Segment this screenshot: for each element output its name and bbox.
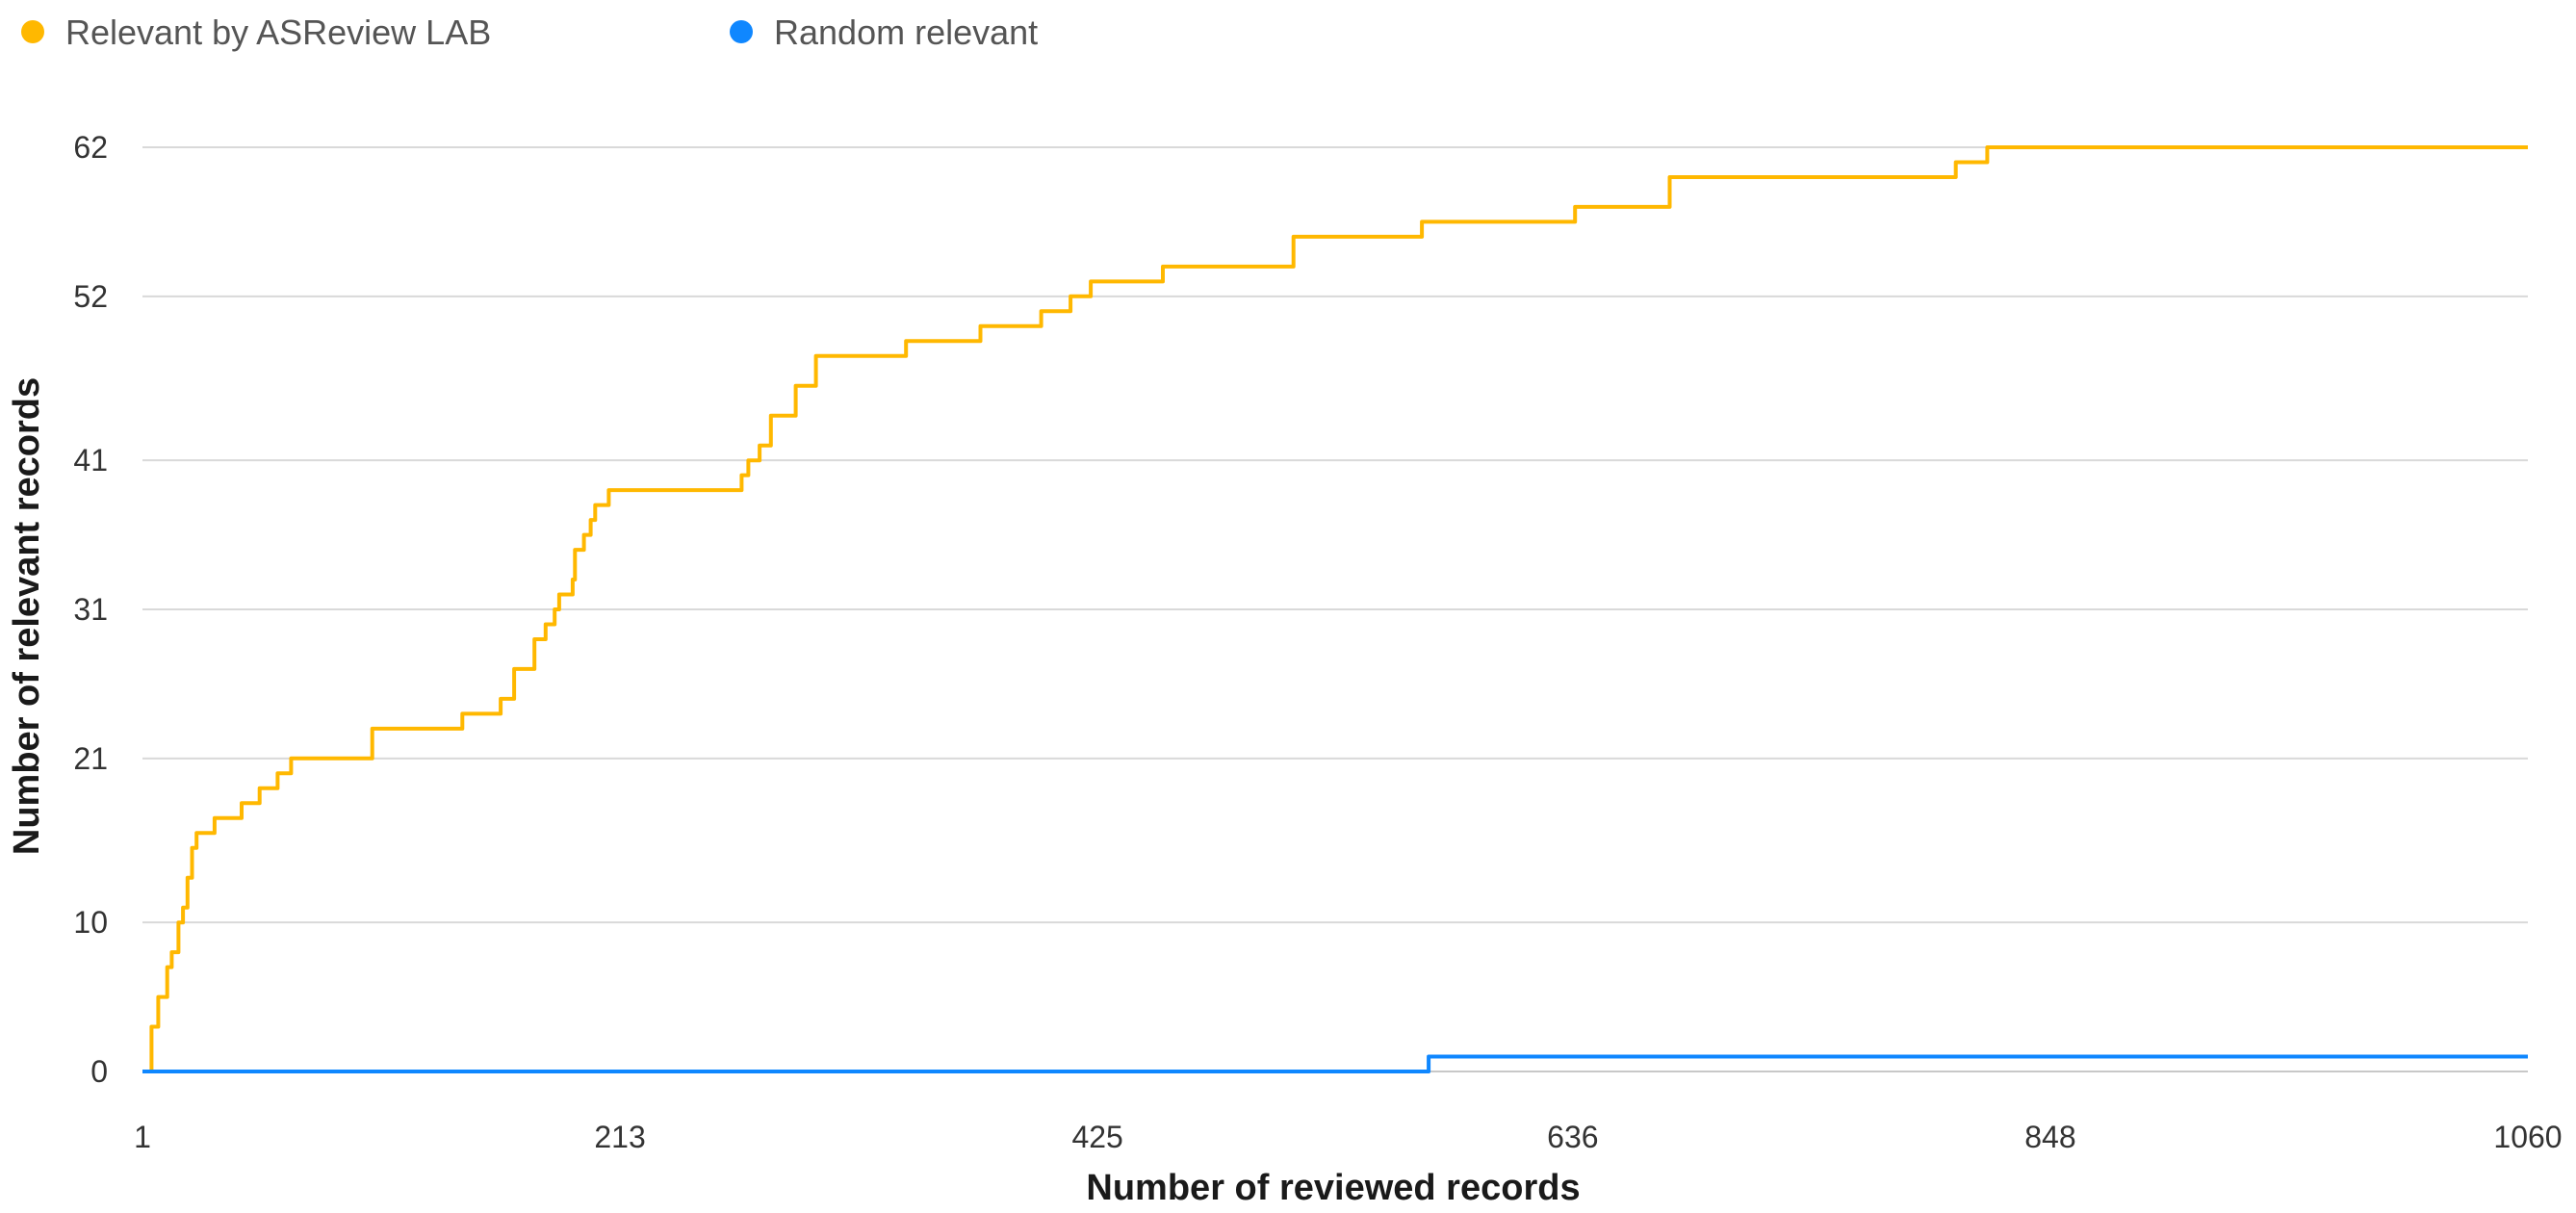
y-axis-ticks: 0 10 21 31 41 52 62 <box>73 130 108 1089</box>
legend-marker-0 <box>21 20 44 43</box>
y-axis-title: Number of relevant records <box>7 377 47 855</box>
x-tick-label-2: 425 <box>1071 1120 1122 1154</box>
legend: Relevant by ASReview LAB Random relevant <box>21 13 1038 52</box>
x-tick-label-5: 1060 <box>2493 1120 2562 1154</box>
y-tick-label-6: 62 <box>73 130 108 165</box>
y-tick-label-0: 0 <box>90 1054 108 1089</box>
x-tick-label-3: 636 <box>1547 1120 1598 1154</box>
series-line-1 <box>142 1054 2528 1073</box>
x-tick-label-0: 1 <box>134 1120 151 1154</box>
x-axis-ticks: 1 213 425 636 848 1060 <box>134 1120 2562 1154</box>
y-tick-label-5: 52 <box>73 279 108 314</box>
legend-label-1: Random relevant <box>774 13 1038 52</box>
x-tick-label-1: 213 <box>594 1120 645 1154</box>
y-tick-label-4: 41 <box>73 443 108 477</box>
x-axis-title: Number of reviewed records <box>1086 1168 1580 1208</box>
legend-label-0: Relevant by ASReview LAB <box>65 13 491 52</box>
series-line-0 <box>142 145 2528 1073</box>
series-lines <box>142 145 2528 1073</box>
y-tick-label-1: 10 <box>73 905 108 940</box>
x-tick-label-4: 848 <box>2024 1120 2075 1154</box>
legend-marker-1 <box>730 20 753 43</box>
grid-lines <box>142 146 2528 1072</box>
y-tick-label-2: 21 <box>73 741 108 776</box>
y-tick-label-3: 31 <box>73 592 108 627</box>
